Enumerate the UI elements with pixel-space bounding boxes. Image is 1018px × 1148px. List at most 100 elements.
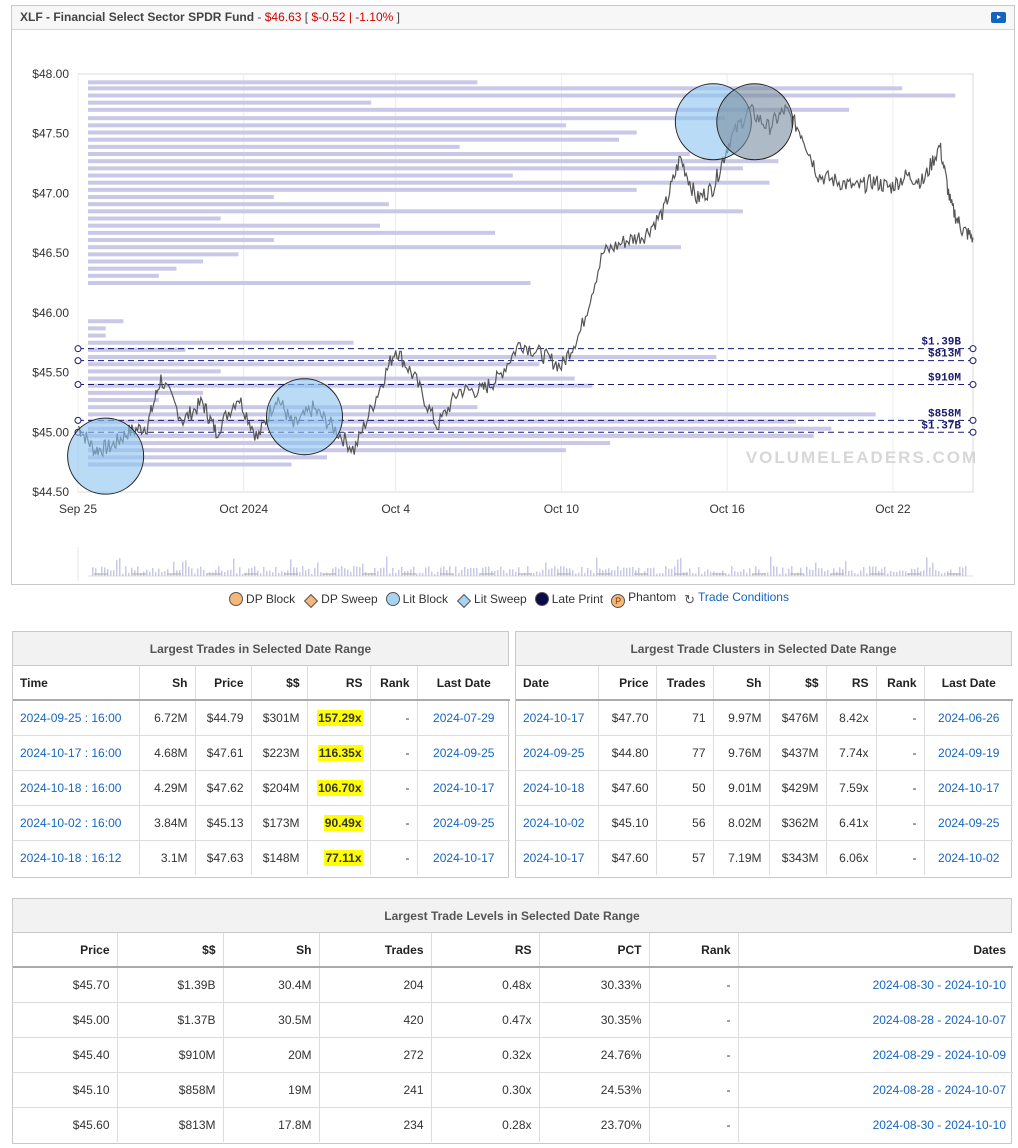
levels-cell: - [649, 1072, 739, 1108]
volume-tick [527, 566, 529, 576]
trades-cell: - [370, 735, 418, 771]
levels-header-[interactable]: $$ [117, 933, 224, 968]
chart-panel: XLF - Financial Select Sector SPDR Fund … [11, 5, 1015, 585]
clusters-link[interactable]: 2024-10-02 [938, 850, 1000, 865]
volume-bar [88, 100, 372, 105]
levels-header-price[interactable]: Price [13, 933, 118, 968]
clusters-header-[interactable]: $$ [769, 666, 827, 701]
y-tick-label: $46.50 [32, 246, 69, 260]
trades-link[interactable]: 2024-10-17 [433, 850, 495, 865]
legend-dp-sweep[interactable]: DP Sweep [303, 592, 378, 609]
clusters-cell: $343M [769, 840, 827, 875]
trades-header-sh[interactable]: Sh [139, 666, 196, 701]
trades-link[interactable]: 2024-10-02 : 16:00 [20, 815, 122, 830]
levels-header-rank[interactable]: Rank [649, 933, 739, 968]
trades-header-price[interactable]: Price [195, 666, 252, 701]
trades-header-rank[interactable]: Rank [370, 666, 418, 701]
levels-header-rs[interactable]: RS [431, 933, 540, 968]
volume-tick [470, 567, 472, 576]
legend-trade-conditions[interactable]: ↻ Trade Conditions [684, 590, 789, 608]
trades-link[interactable]: 2024-07-29 [433, 710, 495, 725]
clusters-header-trades[interactable]: Trades [656, 666, 714, 701]
legend-dp-block[interactable]: DP Block [229, 592, 295, 606]
clusters-link[interactable]: 2024-06-26 [938, 710, 1000, 725]
volume-tick [557, 568, 559, 576]
levels-header-pct[interactable]: PCT [539, 933, 650, 968]
clusters-link[interactable]: 2024-09-19 [938, 745, 1000, 760]
levels-link[interactable]: 2024-08-29 - 2024-10-09 [872, 1047, 1006, 1062]
levels-header-trades[interactable]: Trades [319, 933, 432, 968]
legend-phantom[interactable]: P Phantom [611, 590, 676, 608]
trades-link[interactable]: 2024-10-18 : 16:00 [20, 780, 122, 795]
volume-tick [815, 562, 817, 576]
ticker-symbol: XLF [20, 10, 43, 24]
volume-tick [272, 572, 274, 576]
trades-header-time[interactable]: Time [13, 666, 140, 701]
volume-tick [494, 571, 496, 576]
trades-link[interactable]: 2024-10-17 : 16:00 [20, 745, 122, 760]
clusters-link[interactable]: 2024-09-25 [938, 815, 1000, 830]
price-chart[interactable]: Sep 25 Oct 2024 Oct 4 Oct 10 Oct 16 Oct 22 $44… [12, 31, 1014, 584]
clusters-link[interactable]: 2024-10-17 [523, 710, 585, 725]
youtube-play-icon[interactable] [991, 12, 1006, 23]
volume-tick [257, 570, 259, 576]
trades-link[interactable]: 2024-09-25 [433, 745, 495, 760]
levels-cell: 30.35% [539, 1002, 650, 1038]
volume-bar [88, 195, 274, 200]
clusters-header-date[interactable]: Date [516, 666, 599, 701]
legend-lit-sweep[interactable]: Lit Sweep [456, 592, 527, 609]
trades-row: 2024-09-25 : 16:00 6.72M $44.79 $301M 157.29… [13, 700, 510, 736]
trades-link[interactable]: 2024-10-17 [433, 780, 495, 795]
clusters-header-rs[interactable]: RS [826, 666, 877, 701]
volume-tick [98, 573, 100, 576]
volume-tick [935, 570, 937, 576]
trades-header-last-date[interactable]: Last Date [417, 666, 510, 701]
trades-cell: 6.72M [139, 700, 196, 736]
levels-link[interactable]: 2024-08-28 - 2024-10-07 [872, 1082, 1006, 1097]
levels-link[interactable]: 2024-08-30 - 2024-10-10 [872, 977, 1006, 992]
trades-link[interactable]: 2024-09-25 [433, 815, 495, 830]
phantom-icon: P [611, 594, 626, 608]
volume-tick [824, 571, 826, 576]
levels-header-dates[interactable]: Dates [738, 933, 1013, 968]
volume-tick [503, 570, 505, 576]
trades-cell: 77.11x [307, 840, 371, 875]
volume-tick [374, 567, 376, 576]
trades-link[interactable]: 2024-10-18 : 16:12 [20, 850, 122, 865]
volume-tick [191, 568, 193, 576]
trades-header-rs[interactable]: RS [307, 666, 371, 701]
levels-link[interactable]: 2024-08-30 - 2024-10-10 [872, 1117, 1006, 1132]
trade-circle [266, 378, 344, 456]
legend-lit-block[interactable]: Lit Block [385, 592, 448, 606]
largest-trades-panel: Largest Trades in Selected Date Range Ti… [12, 631, 510, 878]
volume-bar [88, 369, 221, 374]
clusters-link[interactable]: 2024-10-17 [938, 780, 1000, 795]
clusters-link[interactable]: 2024-10-18 [523, 780, 585, 795]
clusters-cell: 2024-10-17 [516, 840, 599, 875]
levels-header-sh[interactable]: Sh [223, 933, 320, 968]
clusters-header-rank[interactable]: Rank [876, 666, 925, 701]
volume-tick [770, 556, 772, 576]
clusters-link[interactable]: 2024-10-17 [523, 850, 585, 865]
levels-cell: - [649, 1002, 739, 1038]
legend-late-print[interactable]: Late Print [534, 592, 603, 606]
volume-bar [88, 281, 531, 285]
volume-bar [88, 144, 460, 149]
trades-header-[interactable]: $$ [251, 666, 308, 701]
clusters-cell: 57 [656, 840, 714, 875]
trade-circle [67, 417, 145, 495]
clusters-cell: 2024-10-02 [516, 805, 599, 841]
trades-link[interactable]: 2024-09-25 : 16:00 [20, 710, 122, 725]
clusters-link[interactable]: 2024-09-25 [523, 745, 585, 760]
clusters-header-price[interactable]: Price [598, 666, 657, 701]
trades-cell: 2024-10-18 : 16:00 [13, 770, 140, 806]
volume-tick [176, 570, 178, 576]
volume-tick [410, 569, 412, 576]
clusters-link[interactable]: 2024-10-02 [523, 815, 585, 830]
volume-tick [287, 570, 289, 576]
volume-tick [536, 571, 538, 576]
largest-clusters-table: Date Price Trades Sh $$ RS Rank Last Date 2024-… [516, 666, 1013, 875]
levels-link[interactable]: 2024-08-28 - 2024-10-07 [872, 1012, 1006, 1027]
clusters-header-last-date[interactable]: Last Date [924, 666, 1013, 701]
clusters-header-sh[interactable]: Sh [713, 666, 770, 701]
